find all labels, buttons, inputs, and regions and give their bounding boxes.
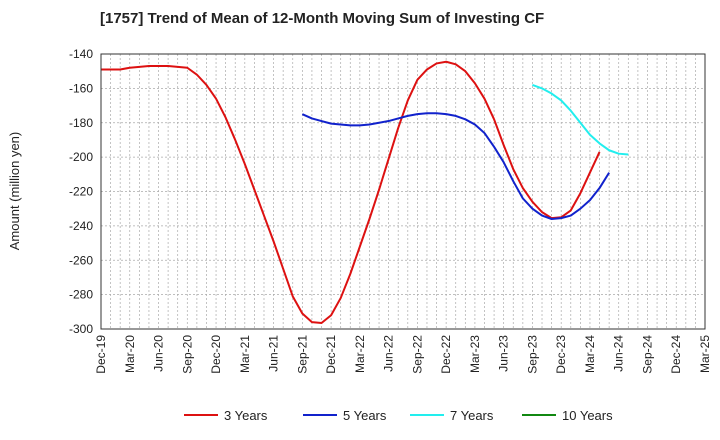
y-axis-label: Amount (million yen) [7, 132, 22, 251]
x-axis-ticks: Dec-19 Mar-20 Jun-20 Sep-20 Dec-20 Mar-21 Jun-… [94, 335, 712, 374]
x-tick-label: Dec-19 [94, 335, 108, 374]
legend-label: 7 Years [450, 408, 494, 423]
x-tick-label: Mar-25 [698, 335, 712, 373]
x-tick-label: Jun-20 [152, 335, 166, 372]
y-tick-label: -140 [69, 47, 93, 61]
series-lines [101, 60, 629, 324]
chart-title: [1757] Trend of Mean of 12-Month Moving … [100, 10, 544, 27]
y-tick-label: -160 [69, 81, 93, 95]
x-tick-label: Dec-20 [209, 335, 223, 374]
x-tick-label: Mar-20 [123, 335, 137, 373]
y-tick-label: -300 [69, 322, 93, 336]
x-tick-label: Dec-21 [324, 335, 338, 374]
x-tick-label: Sep-20 [180, 335, 194, 374]
x-tick-label: Jun-24 [612, 335, 626, 372]
x-tick-label: Mar-24 [583, 335, 597, 373]
x-tick-label: Sep-22 [410, 335, 424, 374]
grid [101, 53, 705, 330]
legend: 3 Years 5 Years 7 Years 10 Years [184, 408, 613, 423]
legend-label: 3 Years [224, 408, 268, 423]
x-tick-label: Mar-23 [468, 335, 482, 373]
series-line-5-years [301, 112, 610, 220]
y-tick-label: -260 [69, 253, 93, 267]
y-tick-label: -280 [69, 288, 93, 302]
x-tick-label: Jun-21 [267, 335, 281, 372]
series-line-3-years [101, 60, 601, 324]
series-line-7-years [532, 83, 629, 156]
legend-label: 10 Years [562, 408, 613, 423]
x-tick-label: Dec-24 [669, 335, 683, 374]
x-tick-label: Mar-21 [238, 335, 252, 373]
y-tick-label: -220 [69, 185, 93, 199]
x-tick-label: Sep-23 [525, 335, 539, 374]
legend-label: 5 Years [343, 408, 387, 423]
y-tick-label: -180 [69, 116, 93, 130]
plot-frame [100, 53, 706, 330]
y-axis-ticks: -140 -160 -180 -200 -220 -240 -260 -280 -300 [69, 47, 93, 336]
y-tick-label: -240 [69, 219, 93, 233]
x-tick-label: Dec-22 [439, 335, 453, 374]
x-tick-label: Sep-24 [640, 335, 654, 374]
x-tick-label: Jun-23 [497, 335, 511, 372]
y-tick-label: -200 [69, 150, 93, 164]
x-tick-label: Jun-22 [382, 335, 396, 372]
x-tick-label: Dec-23 [554, 335, 568, 374]
x-tick-label: Mar-22 [353, 335, 367, 373]
x-tick-label: Sep-21 [295, 335, 309, 374]
